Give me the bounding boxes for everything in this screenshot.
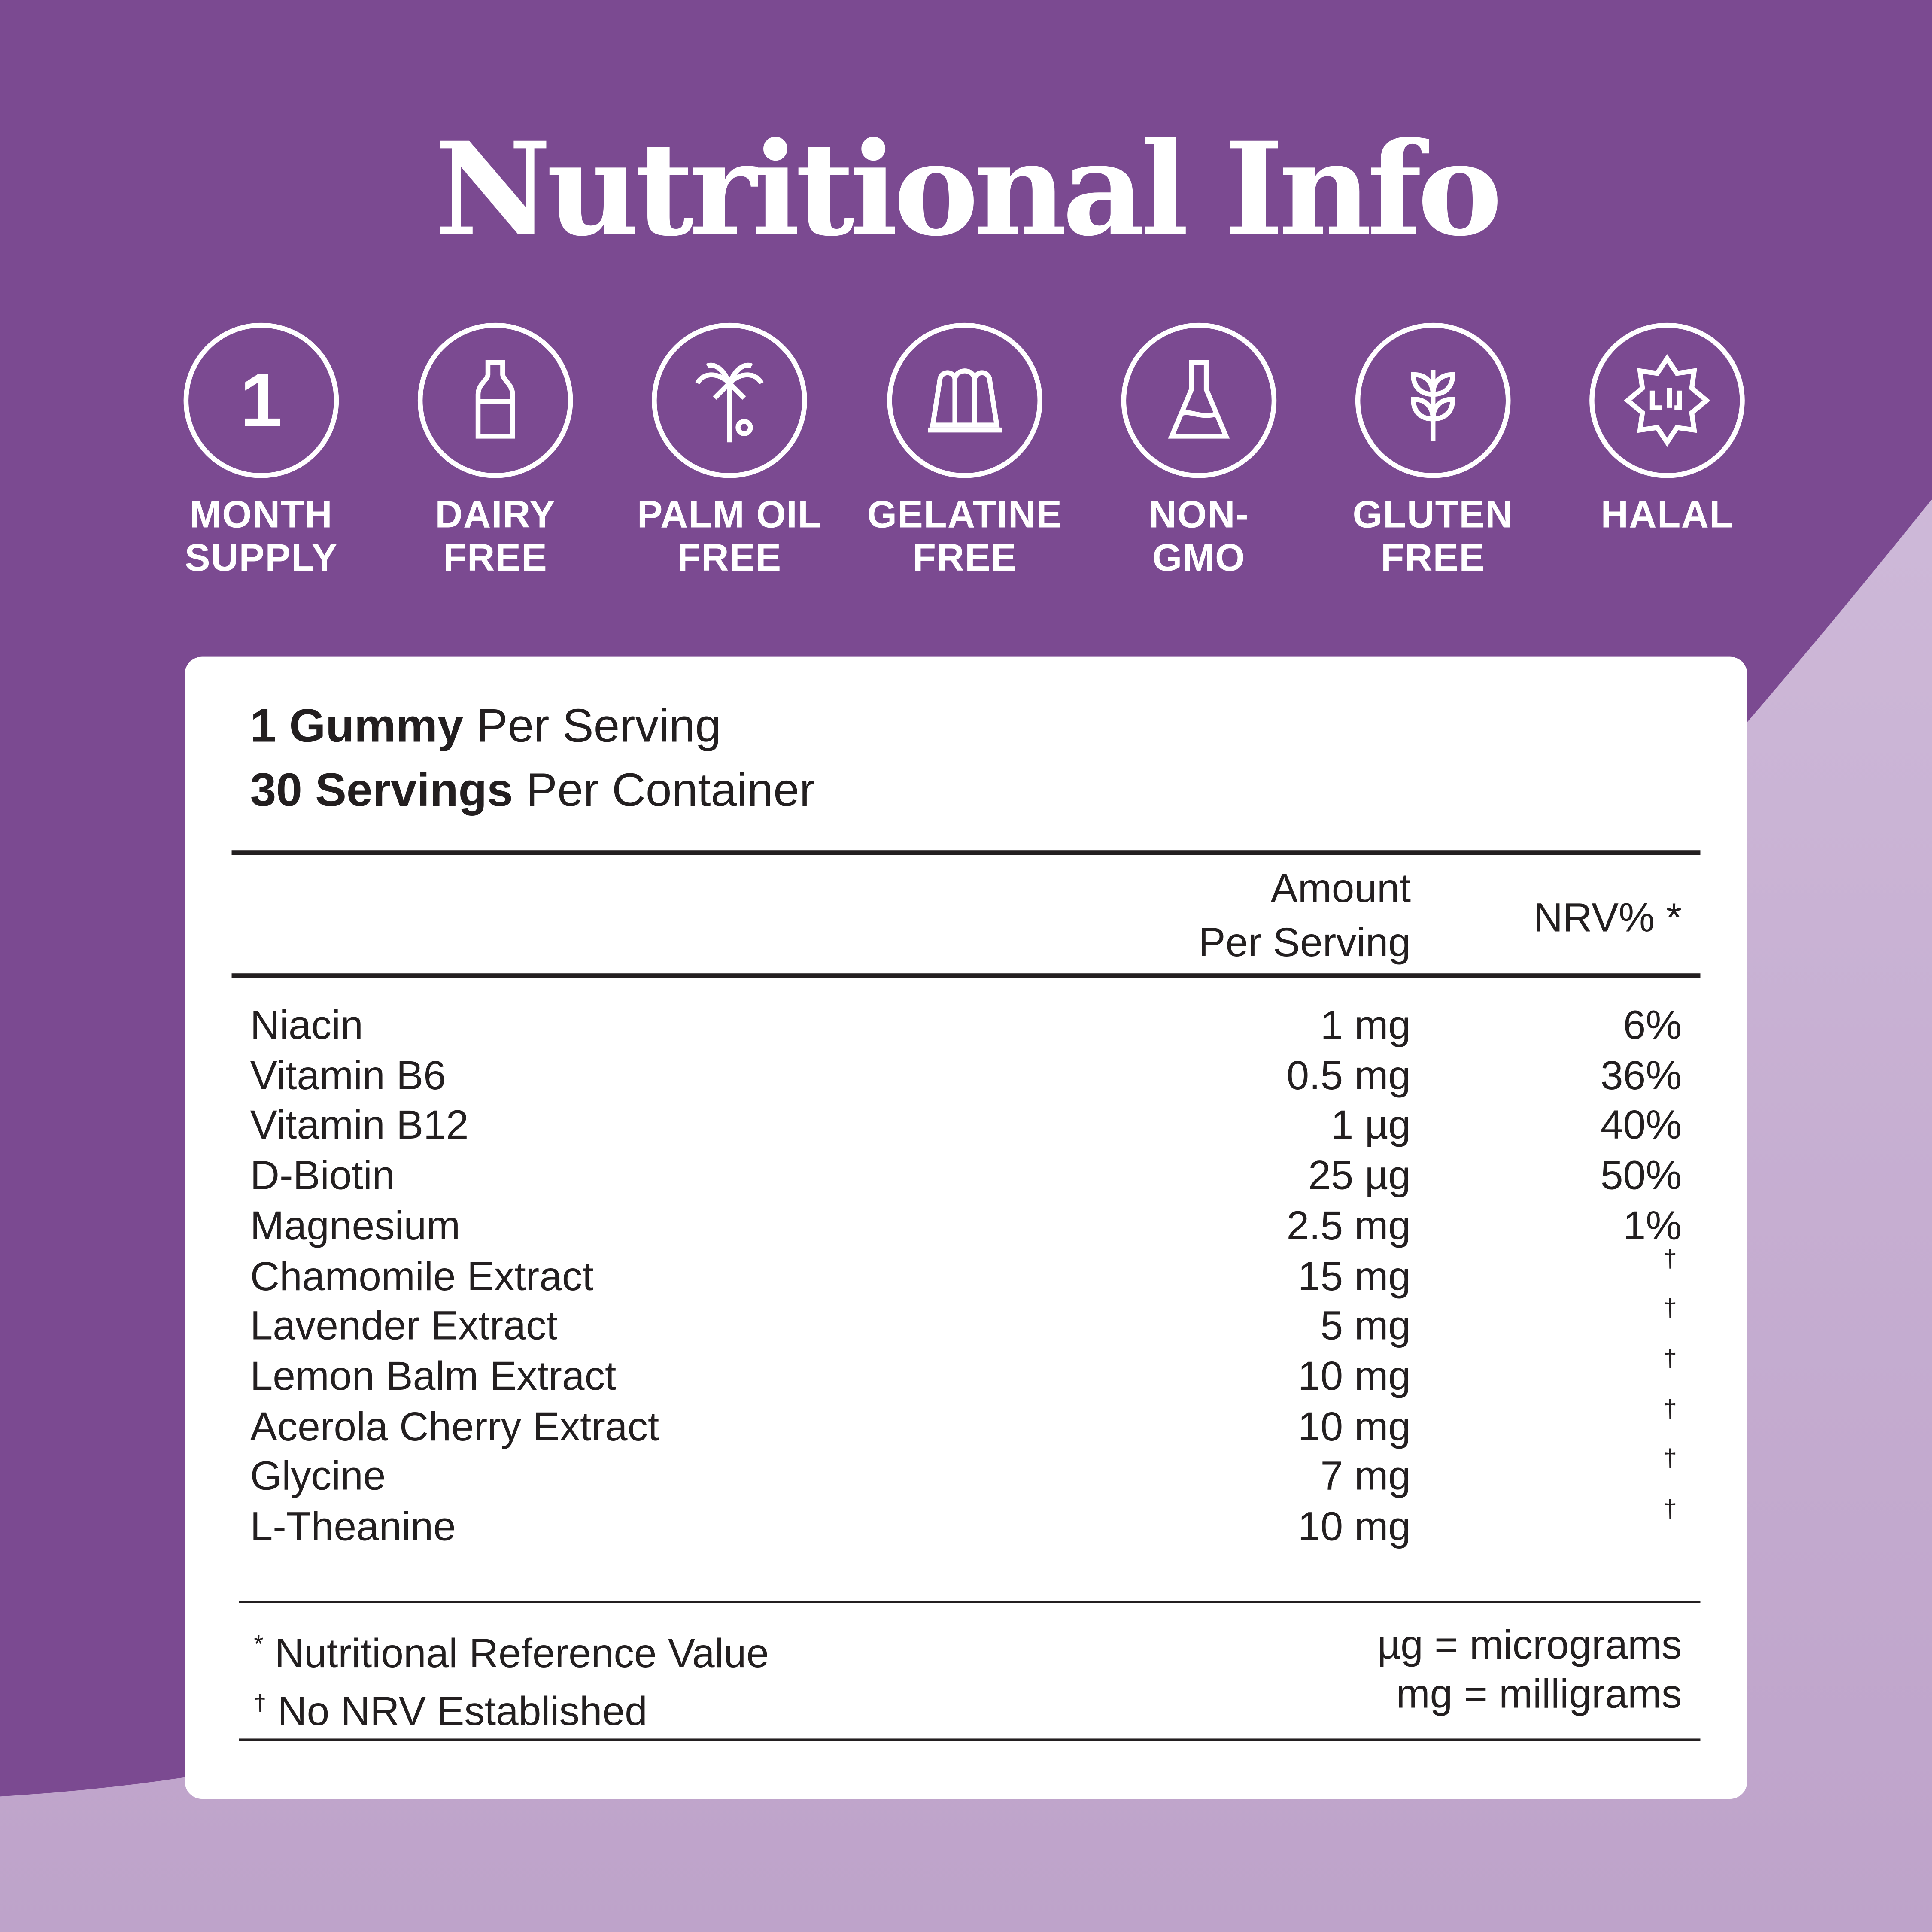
- nutrient-name: L-Theanine: [250, 1503, 456, 1549]
- nutrient-nrv: 1%: [1623, 1202, 1682, 1248]
- halal-seal-icon: [1589, 322, 1745, 478]
- nutrient-nrv: 50%: [1600, 1152, 1682, 1198]
- badge-gluten-free: GLUTEN FREE: [1316, 322, 1550, 579]
- nutrient-amount: 5 mg: [1320, 1303, 1411, 1349]
- nutrient-nrv: 40%: [1600, 1102, 1682, 1148]
- divider: [239, 1601, 1701, 1603]
- badge-halal: HALAL: [1550, 322, 1784, 536]
- table-row: Lavender Extract 5 mg †: [250, 1295, 1682, 1353]
- nutrient-amount: 2.5 mg: [1286, 1202, 1411, 1248]
- nutrient-name: Vitamin B12: [250, 1102, 469, 1148]
- badge-label: MONTH SUPPLY: [185, 492, 338, 579]
- nutrient-nrv: 36%: [1600, 1051, 1682, 1098]
- footnote-units: µg = micrograms mg = milligrams: [1377, 1620, 1682, 1719]
- table-row: Glycine 7 mg †: [250, 1446, 1682, 1504]
- flask-icon: [1121, 322, 1277, 478]
- table-row: Acerola Cherry Extract 10 mg †: [250, 1395, 1682, 1454]
- nutrient-name: Chamomile Extract: [250, 1252, 594, 1298]
- nutrient-nrv: †: [1663, 1395, 1677, 1423]
- badge-label: HALAL: [1601, 492, 1734, 536]
- badge-label: NON- GMO: [1148, 492, 1249, 579]
- nutrient-amount: 25 µg: [1308, 1152, 1411, 1198]
- servings-per-container: 30 Servings Per Container: [250, 765, 815, 817]
- header-nrv: NRV% *: [1533, 894, 1682, 940]
- nutrient-name: Magnesium: [250, 1202, 461, 1248]
- table-row: Vitamin B6 0.5 mg 36%: [250, 1052, 1682, 1103]
- table-row: D-Biotin 25 µg 50%: [250, 1152, 1682, 1203]
- nutrient-name: Acerola Cherry Extract: [250, 1403, 659, 1449]
- nutrient-name: D-Biotin: [250, 1152, 395, 1198]
- nutrient-name: Niacin: [250, 1002, 363, 1048]
- nutrient-name: Lavender Extract: [250, 1303, 558, 1349]
- table-row: Niacin 1 mg 6%: [250, 1002, 1682, 1052]
- table-row: Magnesium 2.5 mg 1%: [250, 1202, 1682, 1253]
- nutrient-nrv: †: [1663, 1446, 1677, 1473]
- wheat-icon: [1355, 322, 1511, 478]
- nutrient-nrv: 6%: [1623, 1002, 1682, 1048]
- badge-palm-oil-free: PALM OIL FREE: [612, 322, 846, 579]
- serving-size: 1 Gummy Per Serving: [250, 701, 721, 753]
- page-title: Nutritional Info: [434, 113, 1503, 265]
- nutrient-name: Glycine: [250, 1453, 386, 1499]
- nutrient-name: Lemon Balm Extract: [250, 1352, 617, 1399]
- divider: [239, 1738, 1701, 1741]
- nutrient-amount: 10 mg: [1297, 1503, 1411, 1549]
- divider-thick: [231, 850, 1701, 855]
- nutrient-amount: 15 mg: [1297, 1252, 1411, 1298]
- nutrient-amount: 7 mg: [1320, 1453, 1411, 1499]
- nutrient-amount: 10 mg: [1297, 1352, 1411, 1399]
- nutrition-card: 1 Gummy Per Serving 30 Servings Per Cont…: [185, 656, 1747, 1799]
- nutrient-name: Vitamin B6: [250, 1051, 446, 1098]
- table-row: Chamomile Extract 15 mg †: [250, 1245, 1682, 1303]
- unit-micrograms: µg = micrograms: [1377, 1621, 1682, 1667]
- footnote-dagger: † No NRV Established: [254, 1688, 647, 1734]
- header-amount: Amount Per Serving: [1198, 865, 1411, 965]
- nutrient-amount: 1 mg: [1320, 1002, 1411, 1048]
- jelly-mould-icon: [887, 322, 1042, 478]
- nutrient-amount: 10 mg: [1297, 1403, 1411, 1449]
- table-row: L-Theanine 10 mg †: [250, 1496, 1682, 1554]
- palm-tree-icon: [652, 322, 807, 478]
- badge-label: PALM OIL FREE: [637, 492, 822, 579]
- table-row: Vitamin B12 1 µg 40%: [250, 1102, 1682, 1153]
- footnote-left: * Nutritional Reference Value † No NRV E…: [254, 1620, 769, 1736]
- nutrient-amount: 0.5 mg: [1286, 1051, 1411, 1098]
- badge-label: GLUTEN FREE: [1352, 492, 1513, 579]
- table-row: Lemon Balm Extract 10 mg †: [250, 1346, 1682, 1403]
- badge-label: DAIRY FREE: [435, 492, 556, 579]
- nutrient-nrv: †: [1663, 1496, 1677, 1523]
- nutrient-amount: 1 µg: [1331, 1102, 1411, 1148]
- badge-dairy-free: DAIRY FREE: [378, 322, 612, 579]
- nutrient-nrv: †: [1663, 1345, 1677, 1373]
- unit-milligrams: mg = milligrams: [1396, 1671, 1682, 1716]
- nutrient-nrv: †: [1663, 1245, 1677, 1273]
- footnote-nrv: * Nutritional Reference Value: [254, 1630, 769, 1676]
- number-one-icon: 1: [183, 322, 339, 478]
- badge-label: GELATINE FREE: [867, 492, 1063, 579]
- badge-non-gmo: NON- GMO: [1082, 322, 1316, 579]
- nutrient-nrv: †: [1663, 1295, 1677, 1322]
- divider-thick: [231, 973, 1701, 978]
- milk-bottle-icon: [417, 322, 573, 478]
- badge-gelatine-free: GELATINE FREE: [848, 322, 1081, 579]
- badge-month-supply: 1 MONTH SUPPLY: [144, 322, 378, 579]
